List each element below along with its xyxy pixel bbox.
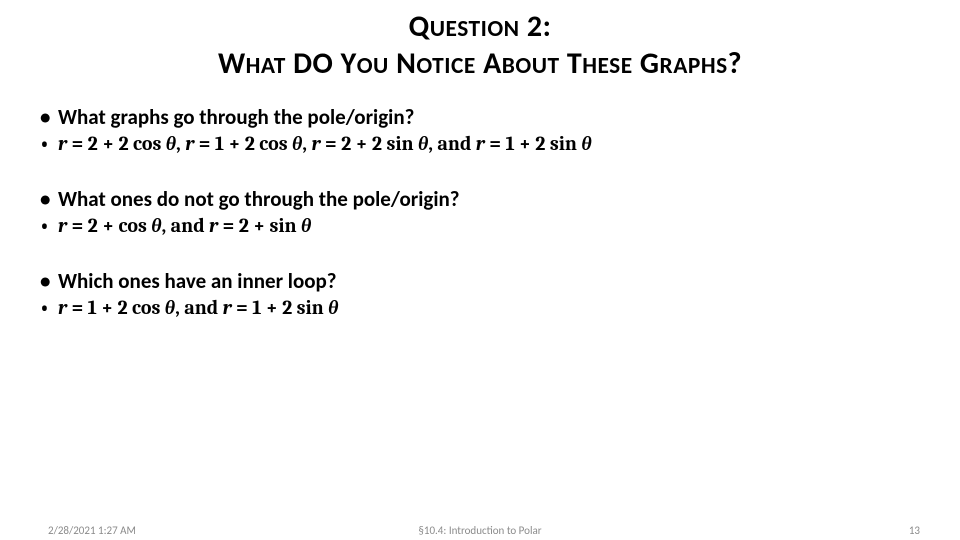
title-line-1: QUESTION 2: [40,8,920,45]
bullet-group-1: What ones do not go through the pole/ori… [58,186,920,238]
title-rest: 2: [520,8,552,45]
bullet-answer: r = 2 + cos θ, and r = 2 + sin θ [58,214,920,238]
bullet-answer: r = 2 + 2 cos θ, r = 1 + 2 cos θ, r = 2 … [58,132,920,156]
content-area: What graphs go through the pole/origin?r… [40,104,920,320]
title-line-2: WHAT DO YOU NOTICE ABOUT THESE GRAPHS? [40,45,920,82]
bullet-prompt: What ones do not go through the pole/ori… [58,186,920,212]
bullet-prompt: What graphs go through the pole/origin? [58,104,920,130]
bullet-group-2: Which ones have an inner loop?r = 1 + 2 … [58,268,920,320]
bullet-group-0: What graphs go through the pole/origin?r… [58,104,920,156]
footer-page-number: 13 [909,524,920,537]
title-cap: Q [409,8,430,45]
bullet-answer: r = 1 + 2 cos θ, and r = 1 + 2 sin θ [58,296,920,320]
footer-section-label: §10.4: Introduction to Polar [0,524,960,537]
bullet-prompt: Which ones have an inner loop? [58,268,920,294]
slide-title: QUESTION 2: WHAT DO YOU NOTICE ABOUT THE… [40,8,920,82]
slide: QUESTION 2: WHAT DO YOU NOTICE ABOUT THE… [0,0,960,540]
title-low: UESTION [430,15,520,43]
